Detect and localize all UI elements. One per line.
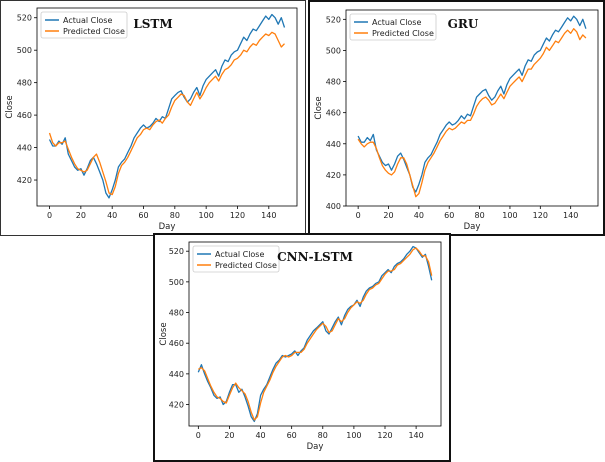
y-tick-label: 500	[169, 278, 184, 287]
chart-panel-gru: 0 20 40 60 80 100 120 140 400 420 440 460 480 500 520 D…	[308, 0, 605, 236]
lstm-chart: 0 20 40 60 80 100 120 140 420 440 460 480 500 520 Day C…	[5, 7, 298, 232]
x-tick-label: 40	[414, 211, 424, 220]
x-tick-label: 120	[377, 431, 392, 440]
chart-title: CNN-LSTM	[277, 250, 353, 264]
x-tick-label: 20	[76, 211, 86, 220]
y-tick-label: 440	[169, 370, 184, 379]
x-tick-label: 80	[170, 211, 180, 220]
x-tick-label: 80	[474, 211, 484, 220]
legend-label: Predicted Close	[372, 29, 434, 38]
legend	[192, 245, 280, 273]
x-tick-label: 40	[255, 431, 265, 440]
x-tick-label: 60	[287, 431, 297, 440]
chart-panel-lstm: 0 20 40 60 80 100 120 140 420 440 460 480 500 520 Day C…	[0, 0, 306, 236]
y-tick-label: 520	[169, 247, 184, 256]
y-tick-label: 480	[169, 309, 184, 318]
legend-label: Actual Close	[215, 250, 264, 259]
cnn-lstm-chart: 0 20 40 60 80 100 120 140 420 440 460 480 500 520 Day C…	[159, 241, 442, 452]
y-tick-label: 400	[326, 202, 341, 211]
y-tick-label: 420	[169, 401, 184, 410]
plot-frame	[188, 241, 442, 427]
y-tick-label: 460	[169, 339, 184, 348]
x-axis-label: Day	[159, 222, 176, 232]
legend-label: Predicted Close	[215, 261, 277, 270]
x-tick-label: 80	[318, 431, 328, 440]
legend-label: Actual Close	[372, 18, 421, 27]
x-tick-label: 0	[196, 431, 201, 440]
x-tick-label: 120	[533, 211, 548, 220]
actual-close-line	[197, 245, 433, 423]
legend	[349, 13, 437, 41]
plot-frame	[36, 7, 298, 207]
x-tick-label: 0	[47, 211, 52, 220]
chart-panel-cnn-lstm: 0 20 40 60 80 100 120 140 420 440 460 480 500 520 Day C…	[153, 233, 451, 462]
y-tick-label: 440	[17, 144, 32, 153]
actual-close-line	[357, 15, 587, 193]
plot-frame	[345, 9, 599, 207]
y-tick-label: 500	[17, 46, 32, 55]
y-tick-label: 440	[326, 140, 341, 149]
y-tick-label: 480	[17, 79, 32, 88]
x-tick-label: 20	[224, 431, 234, 440]
y-tick-label: 460	[326, 109, 341, 118]
x-tick-label: 100	[199, 211, 214, 220]
y-tick-label: 520	[17, 14, 32, 23]
x-tick-label: 140	[261, 211, 276, 220]
x-tick-label: 0	[356, 211, 361, 220]
x-tick-label: 100	[346, 431, 361, 440]
y-tick-label: 420	[17, 176, 32, 185]
y-axis-label: Close	[314, 96, 324, 119]
x-tick-label: 60	[444, 211, 454, 220]
actual-close-line	[48, 13, 286, 199]
gru-chart: 0 20 40 60 80 100 120 140 400 420 440 460 480 500 520 D…	[314, 9, 599, 232]
y-tick-label: 460	[17, 111, 32, 120]
x-axis-label: Day	[307, 442, 324, 452]
x-tick-label: 60	[138, 211, 148, 220]
x-tick-label: 20	[383, 211, 393, 220]
y-tick-label: 520	[326, 15, 341, 24]
legend	[40, 11, 128, 39]
x-tick-label: 100	[502, 211, 517, 220]
x-axis-label: Day	[464, 222, 481, 232]
y-tick-label: 480	[326, 78, 341, 87]
legend-label: Predicted Close	[63, 27, 125, 36]
predicted-close-line	[198, 247, 433, 421]
y-axis-label: Close	[159, 322, 169, 345]
x-tick-label: 40	[107, 211, 117, 220]
y-tick-label: 420	[326, 171, 341, 180]
chart-title: GRU	[448, 17, 479, 31]
chart-title: LSTM	[133, 17, 172, 31]
legend-label: Actual Close	[63, 16, 112, 25]
predicted-close-line	[48, 31, 285, 196]
x-tick-label: 120	[230, 211, 245, 220]
predicted-close-line	[357, 28, 587, 198]
y-tick-label: 500	[326, 46, 341, 55]
y-axis-label: Close	[5, 95, 15, 118]
x-tick-label: 140	[563, 211, 578, 220]
x-tick-label: 140	[408, 431, 423, 440]
